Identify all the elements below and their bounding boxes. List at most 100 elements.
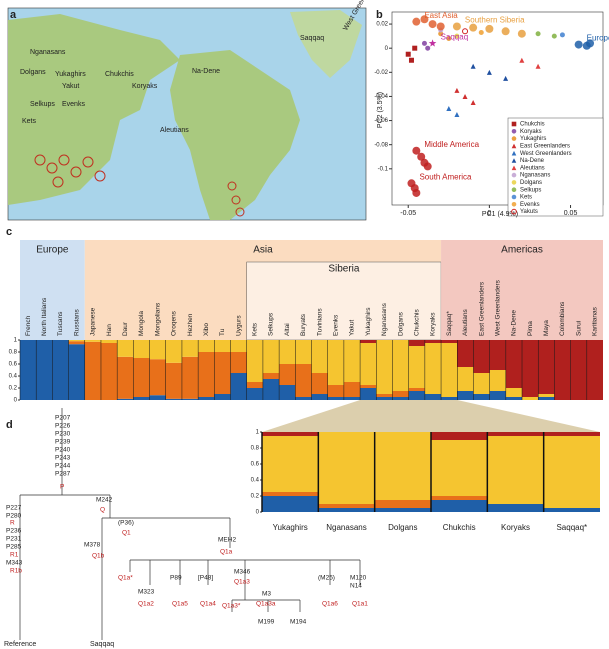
point: [436, 22, 445, 31]
population-label: Colombians: [559, 301, 566, 336]
bar-segment: [311, 373, 328, 394]
population-label: Dolgans: [397, 311, 404, 336]
bar-segment: [408, 388, 425, 391]
point: [412, 45, 418, 51]
zoom-label: Yukaghirs: [273, 523, 308, 532]
population-label: Han: [106, 324, 113, 336]
tree-branches: [19, 408, 361, 640]
point: [454, 33, 460, 39]
bar-segment: [392, 397, 409, 400]
panel-label: c: [6, 226, 12, 238]
population-label: Evenks: [333, 314, 340, 336]
point: [535, 63, 541, 69]
population-label: Maya: [543, 320, 550, 336]
y-tick-label: 0.6: [9, 362, 18, 368]
cluster-label: Southern Siberia: [465, 16, 525, 25]
population-label: Chukchis: [413, 309, 420, 336]
population-label: Buryats: [300, 313, 307, 336]
bar-segment: [392, 340, 409, 391]
marker-label: P226: [55, 423, 71, 430]
population-label: Koryaks: [430, 312, 437, 336]
bar-segment: [133, 397, 150, 400]
point: [454, 87, 460, 93]
bar-segment: [133, 358, 150, 397]
marker-label: M194: [290, 619, 307, 626]
legend-swatch: [511, 158, 517, 163]
marker-label: N14: [350, 583, 362, 590]
bar-segment: [489, 370, 506, 391]
bar-segment: [262, 436, 319, 492]
population-label: Nganasans: [381, 302, 388, 336]
bar-segment: [117, 356, 134, 399]
bar-segment: [295, 364, 312, 397]
bar-segment: [295, 397, 312, 400]
bar-segment: [424, 340, 442, 343]
marker-label: P236: [6, 528, 22, 535]
bar-segment: [487, 432, 544, 436]
haplogroup-label: P: [60, 484, 64, 491]
marker-label: MEH2: [218, 537, 236, 544]
group-band: [441, 240, 603, 340]
haplogroup-label: Q1b: [92, 553, 105, 560]
group-band: [20, 240, 85, 340]
population-label: Surui: [575, 321, 582, 336]
y-tick-label: -0.08: [374, 142, 388, 148]
population-label: Russians: [73, 309, 80, 336]
bar-segment: [570, 340, 587, 400]
point: [535, 31, 541, 37]
y-tick-label: -0.04: [374, 94, 388, 100]
bar-segment: [343, 340, 361, 382]
population-label: Altai: [284, 323, 291, 336]
cluster-label: South America: [419, 172, 472, 181]
marker-label: P231: [6, 536, 22, 543]
point: [438, 31, 444, 37]
place-label: Na-Dene: [192, 68, 220, 75]
zoom-label: Dolgans: [388, 523, 417, 532]
place-label: Kets: [22, 118, 37, 125]
point: [423, 162, 432, 171]
bar-segment: [543, 432, 600, 436]
y-tick-label: 0: [385, 46, 389, 52]
legend-label: Kets: [520, 195, 532, 201]
x-tick-label: 0.05: [564, 210, 578, 217]
group-label: Siberia: [328, 264, 360, 275]
bar-segment: [181, 356, 199, 399]
point: [412, 188, 421, 197]
legend-swatch: [511, 165, 517, 171]
marker-label: P285: [6, 544, 22, 551]
point: [469, 23, 478, 32]
bar-segment: [100, 343, 118, 400]
bar-segment: [165, 398, 182, 400]
population-label: Tu: [219, 328, 226, 336]
legend-label: Evenks: [520, 202, 540, 208]
bar-segment: [489, 340, 506, 370]
haplogroup-label: Q1a1: [352, 601, 368, 608]
bar-segment: [214, 394, 231, 400]
bar-segment: [487, 504, 544, 512]
population-label: Xibo: [203, 323, 210, 336]
bar-segment: [543, 508, 600, 512]
point: [417, 152, 426, 161]
population-label: Oroqens: [171, 310, 178, 336]
group-label: Asia: [253, 245, 273, 256]
population-label: Aleutians: [462, 309, 469, 336]
group-band: [246, 261, 442, 341]
bar-segment: [473, 373, 490, 394]
population-label: Japanese: [90, 307, 97, 336]
legend-swatch: [511, 194, 517, 200]
bar-segment: [360, 340, 377, 343]
legend-swatch: [511, 136, 517, 141]
haplogroup-label: Q1a3*: [222, 603, 241, 610]
bar-segment: [20, 340, 37, 400]
point: [408, 57, 414, 63]
haplogroup-label: Q1a3: [234, 579, 250, 586]
group-label: Europe: [36, 245, 69, 256]
bar-segment: [149, 359, 166, 396]
bar-segment: [538, 340, 555, 394]
cluster-label: Middle America: [424, 140, 479, 149]
bar-segment: [392, 391, 409, 397]
bar-segment: [165, 362, 182, 399]
bar-segment: [279, 340, 296, 364]
point: [503, 75, 509, 81]
bar-segment: [487, 436, 544, 504]
